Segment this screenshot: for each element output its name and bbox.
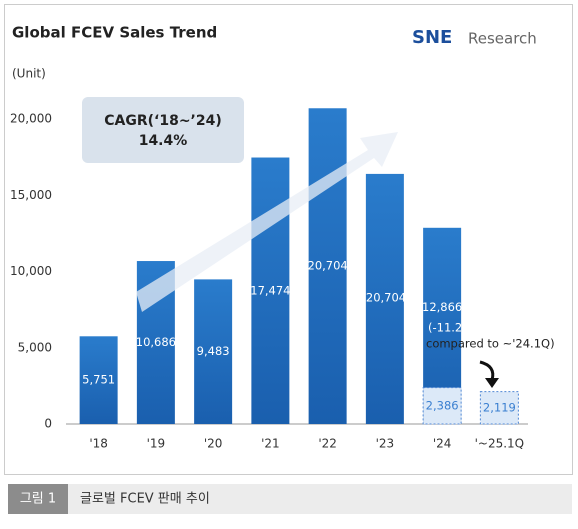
change-arrow-head — [485, 378, 499, 388]
quarter-bar — [479, 391, 519, 425]
value-label: 10,686 — [136, 335, 176, 349]
x-tick-label: '18 — [89, 437, 108, 451]
x-tick-label: '~25.1Q — [475, 437, 525, 451]
unit-label: (Unit) — [12, 67, 46, 81]
trend-arrow — [136, 132, 398, 312]
y-tick-label: 0 — [44, 417, 52, 431]
caption-number: 그림 1 — [20, 492, 56, 507]
bar-annotation: 20,704 — [366, 291, 406, 305]
value-label: 20,704 — [308, 259, 348, 273]
y-tick-label: 20,000 — [10, 112, 52, 126]
value-label: 5,751 — [82, 373, 115, 387]
y-tick-label: 10,000 — [10, 264, 52, 278]
caption-box — [68, 484, 572, 514]
x-tick-label: '19 — [147, 437, 166, 451]
y-tick-label: 15,000 — [10, 188, 52, 202]
change-arrow — [479, 360, 495, 381]
change-annotation: compared to ~'24.1Q) — [426, 337, 555, 351]
x-tick-label: '23 — [376, 437, 395, 451]
caption-text: 글로벌 FCEV 판매 추이 — [80, 492, 210, 507]
cagr-box — [82, 97, 244, 163]
value-label: 17,474 — [250, 283, 290, 297]
logo-sne: SNE — [412, 27, 452, 48]
bar — [251, 157, 290, 425]
bar — [79, 336, 118, 424]
caption-number-box — [8, 484, 68, 514]
cagr-value: 14.4% — [139, 133, 188, 149]
value-label: 2,386 — [426, 398, 459, 412]
change-annotation: (-11.2% — [428, 321, 473, 335]
y-tick-label: 5,000 — [18, 340, 52, 354]
cagr-label: CAGR(‘18~’24) — [104, 113, 222, 129]
x-tick-label: '20 — [204, 437, 223, 451]
x-tick-label: '21 — [261, 437, 280, 451]
value-label: 12,866 — [422, 300, 462, 314]
value-label: 9,483 — [197, 344, 230, 358]
bar — [308, 108, 347, 424]
logo-research: Research — [468, 30, 537, 48]
bar — [365, 173, 404, 424]
x-tick-label: '24 — [433, 437, 452, 451]
value-label: 2,119 — [483, 400, 516, 414]
x-tick-label: '22 — [318, 437, 337, 451]
chart-title: Global FCEV Sales Trend — [12, 24, 217, 42]
bar — [194, 279, 233, 424]
quarter-bar — [422, 387, 462, 425]
